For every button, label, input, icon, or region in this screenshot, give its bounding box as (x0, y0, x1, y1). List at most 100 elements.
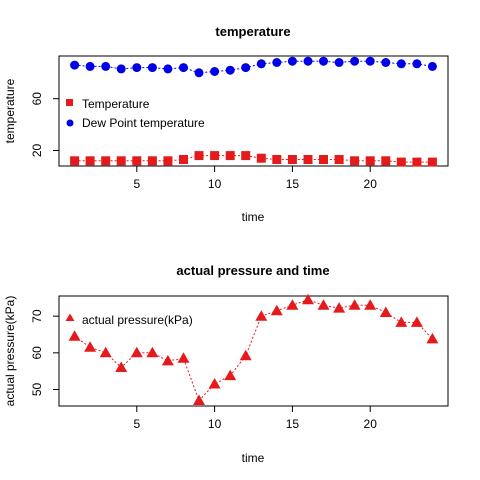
data-point (147, 156, 157, 166)
data-point (256, 153, 266, 163)
data-point (348, 299, 361, 310)
data-point (410, 316, 423, 327)
data-point (210, 151, 220, 161)
y-tick-label: 70 (30, 309, 44, 323)
legend-marker-dew-point (66, 119, 74, 127)
y-tick-label: 20 (30, 143, 44, 157)
data-point (161, 354, 174, 366)
data-point (224, 369, 237, 381)
data-point (381, 58, 391, 67)
data-point (272, 58, 282, 67)
data-point (132, 156, 142, 166)
data-point (350, 156, 360, 166)
x-tick-label: 5 (133, 177, 140, 191)
x-axis-label: time (242, 451, 265, 465)
data-point (179, 63, 188, 73)
plot-marks (70, 56, 437, 167)
x-tick-label: 20 (364, 177, 378, 191)
data-point (179, 155, 188, 164)
legend-label-dew-point: Dew Point temperature (82, 116, 205, 130)
data-point (163, 64, 173, 74)
data-point (319, 155, 328, 164)
data-point (426, 332, 439, 344)
data-point (381, 156, 391, 166)
data-point (319, 56, 328, 66)
data-point (302, 293, 314, 305)
x-tick-label: 15 (286, 417, 300, 431)
x-axis: 5 10 15 20 (133, 406, 377, 431)
data-point (116, 64, 126, 74)
y-axis: 50 60 70 (30, 309, 59, 396)
data-point (396, 157, 406, 167)
data-point (365, 156, 375, 166)
data-point (333, 302, 346, 313)
data-point (194, 151, 204, 161)
data-point (177, 352, 190, 363)
y-tick-label: 50 (30, 383, 44, 397)
data-point (379, 306, 392, 317)
data-point (255, 310, 268, 321)
y-tick-label: 60 (30, 346, 44, 360)
legend-marker-pressure (65, 313, 75, 321)
data-point (85, 61, 95, 71)
chart-title: actual pressure and time (176, 263, 329, 278)
data-point (256, 59, 266, 69)
x-tick-label: 15 (286, 177, 300, 191)
data-point (70, 156, 80, 166)
data-point (286, 299, 299, 310)
data-point (334, 155, 344, 164)
data-point (147, 63, 157, 73)
data-point (427, 157, 437, 167)
pressure-panel: actual pressure and time 5 10 15 20 506070 … (3, 263, 449, 465)
data-point (208, 378, 221, 389)
data-point (225, 65, 235, 75)
y-tick-label: 60 (30, 92, 44, 106)
data-point (364, 299, 377, 310)
data-point (412, 157, 422, 167)
data-point (68, 330, 81, 341)
x-tick-label: 10 (208, 417, 222, 431)
data-point (70, 60, 80, 70)
legend-marker-temperature (66, 99, 73, 106)
data-point (350, 56, 360, 66)
data-point (303, 155, 313, 164)
data-point (116, 156, 126, 166)
data-point (412, 59, 422, 69)
x-tick-label: 20 (364, 417, 378, 431)
data-point (334, 58, 344, 67)
data-point (396, 59, 406, 69)
data-point (241, 151, 251, 161)
data-point (287, 56, 297, 66)
data-point (132, 63, 142, 73)
data-point (146, 346, 159, 358)
data-point (194, 68, 204, 78)
data-point (395, 316, 408, 327)
data-point (270, 304, 283, 316)
data-point (303, 56, 313, 66)
data-point (85, 156, 95, 166)
data-point (163, 156, 173, 166)
data-point (365, 56, 375, 66)
x-tick-label: 5 (133, 417, 140, 431)
data-point (317, 299, 330, 310)
data-point (241, 63, 251, 73)
plot-marks (68, 293, 439, 405)
data-point (84, 341, 97, 352)
plot-frame (58, 295, 449, 407)
data-point (115, 361, 128, 372)
data-point (225, 151, 235, 161)
data-point (101, 156, 111, 166)
y-axis-label: temperature (3, 78, 17, 143)
x-tick-label: 10 (208, 177, 222, 191)
x-axis: 5 10 15 20 (133, 166, 377, 191)
legend-label-temperature: Temperature (82, 97, 150, 111)
y-axis-label: actual pressure(kPa) (3, 296, 17, 407)
chart-title: temperature (215, 24, 290, 39)
plot-frame (58, 55, 449, 167)
data-point (101, 61, 111, 71)
data-point (287, 155, 297, 164)
